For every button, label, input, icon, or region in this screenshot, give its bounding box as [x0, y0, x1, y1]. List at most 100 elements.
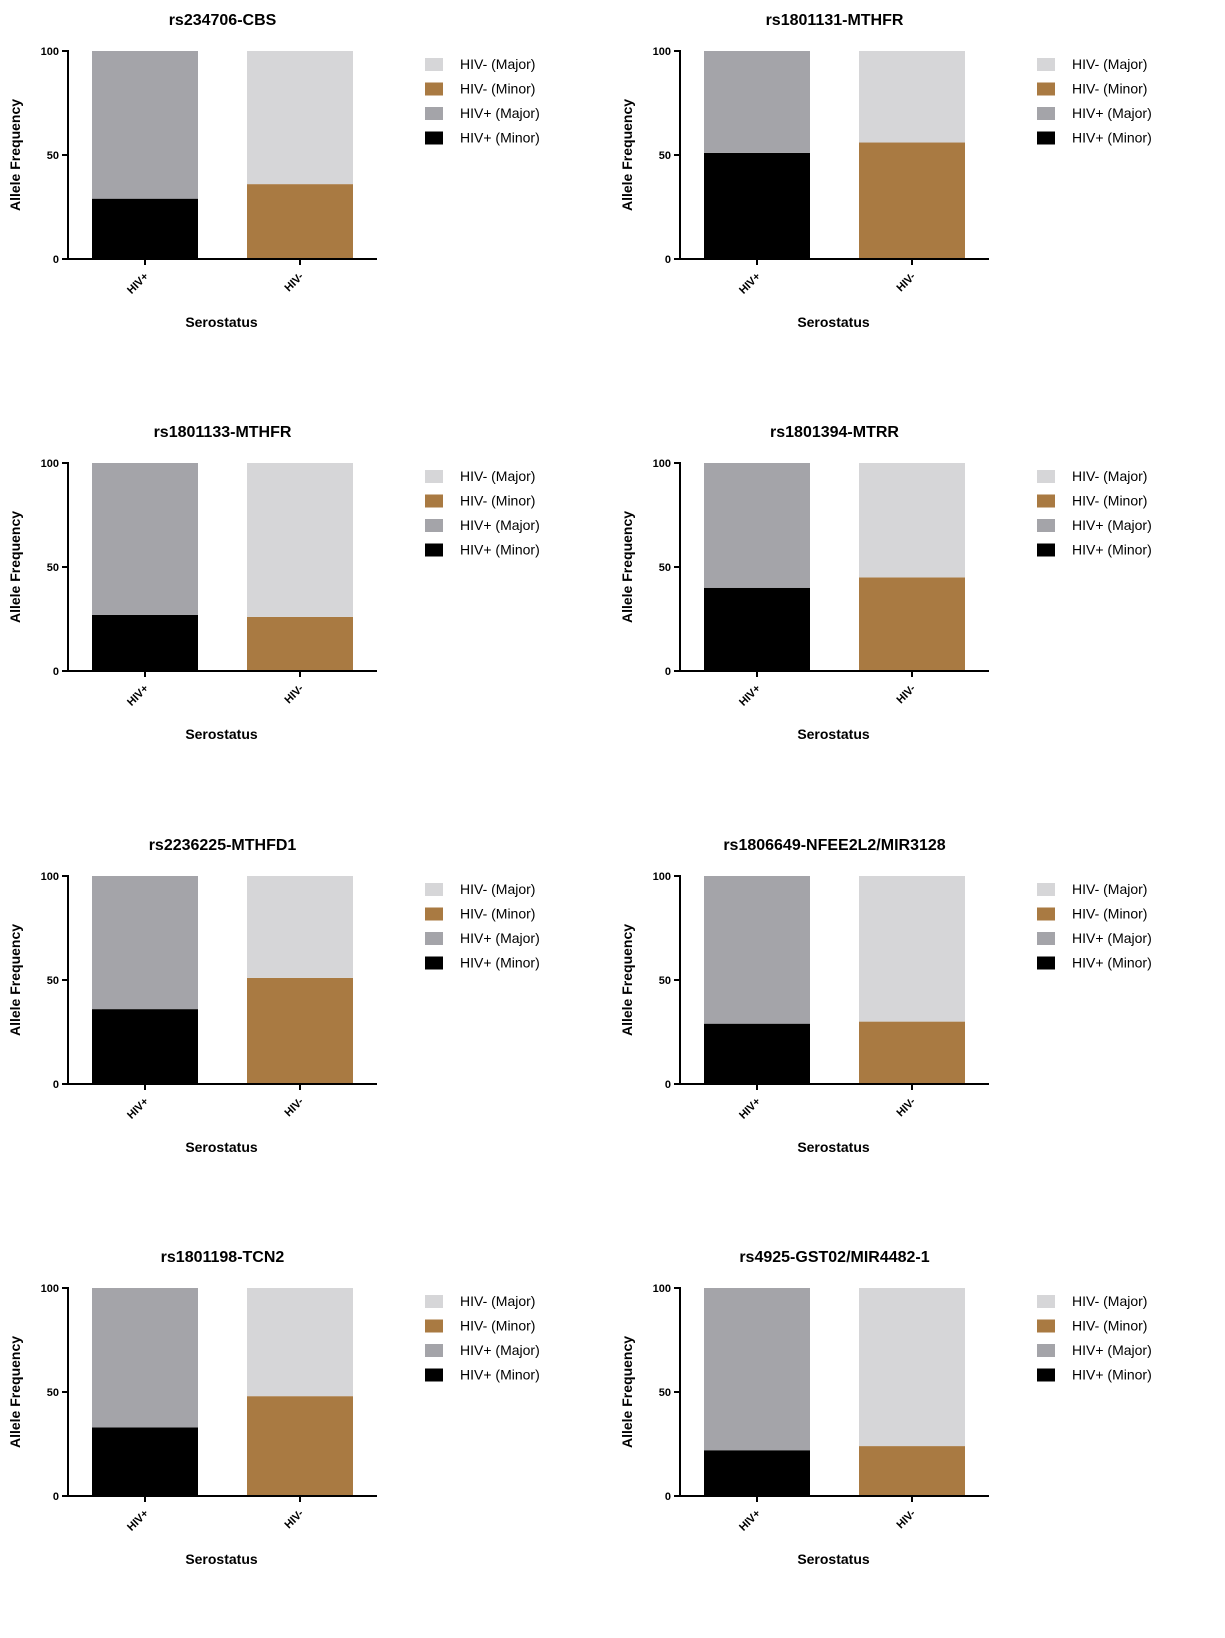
- bar-hiv-hiv-minor: [859, 1446, 965, 1496]
- bar-hiv-hiv-major: [704, 51, 810, 153]
- legend: HIV- (Major) HIV- (Minor) HIV+ (Major) HIV+…: [425, 1293, 540, 1383]
- chart-title: rs234706-CBS: [169, 12, 277, 29]
- x-tick-label-hiv: HIV-: [894, 1507, 918, 1531]
- y-axis-label: Allele Frequency: [7, 924, 23, 1036]
- y-tick-label: 0: [665, 1491, 671, 1503]
- x-tick-label-hiv: HIV-: [282, 1507, 306, 1531]
- y-axis-label: Allele Frequency: [619, 511, 635, 623]
- bar-hiv-hiv-minor: [704, 1450, 810, 1496]
- legend-label-hiv-minor: HIV- (Minor): [460, 493, 535, 509]
- bar-hiv-hiv-major: [247, 463, 353, 617]
- legend-swatch-hiv-minor: [1037, 1319, 1055, 1333]
- y-tick-label: 50: [47, 1387, 59, 1399]
- legend: HIV- (Major) HIV- (Minor) HIV+ (Major) HIV+…: [1037, 1293, 1152, 1383]
- legend-label-hiv-major: HIV- (Major): [460, 56, 535, 72]
- bar-hiv-hiv-minor: [247, 977, 353, 1084]
- x-tick-label-hiv: HIV-: [282, 270, 306, 294]
- bar-hiv-hiv-minor: [859, 142, 965, 259]
- legend-swatch-hiv-major: [1037, 107, 1055, 120]
- legend-label-hiv-minor: HIV+ (Minor): [1072, 130, 1152, 146]
- chart-panel-rs234706-cbs: rs234706-CBS 0 50 100 HIV+ HIV- Serostatus Alle…: [0, 0, 612, 401]
- legend-label-hiv-major: HIV+ (Major): [1072, 105, 1152, 121]
- y-axis-label: Allele Frequency: [619, 99, 635, 211]
- bar-hiv-hiv-major: [704, 463, 810, 588]
- bar-hiv-hiv-major: [859, 51, 965, 143]
- bar-hiv-hiv-major: [859, 463, 965, 578]
- chart-svg: rs2236225-MTHFD1 0 50 100 HIV+ HIV- Serostatus…: [7, 837, 540, 1155]
- legend-swatch-hiv-minor: [425, 494, 443, 508]
- x-tick-label-hiv: HIV+: [737, 1508, 763, 1534]
- chart-title: rs2236225-MTHFD1: [149, 837, 297, 854]
- legend-swatch-hiv-major: [425, 107, 443, 120]
- x-axis-label: Serostatus: [797, 314, 870, 330]
- legend-swatch-hiv-major: [1037, 519, 1055, 532]
- y-tick-label: 50: [659, 150, 671, 162]
- chart-svg: rs1801394-MTRR 0 50 100 HIV+ HIV- Serostatus Al…: [619, 424, 1152, 742]
- y-tick-label: 100: [653, 871, 671, 883]
- legend-label-hiv-minor: HIV+ (Minor): [1072, 955, 1152, 971]
- legend-label-hiv-minor: HIV- (Minor): [1072, 493, 1147, 509]
- x-axis-label: Serostatus: [185, 1139, 258, 1155]
- legend-label-hiv-minor: HIV- (Minor): [1072, 1318, 1147, 1334]
- bar-hiv-hiv-major: [704, 1288, 810, 1451]
- y-tick-label: 0: [53, 254, 59, 266]
- bar-hiv-hiv-major: [92, 876, 198, 1010]
- legend-label-hiv-minor: HIV- (Minor): [1072, 81, 1147, 97]
- chart-panel-rs4925-gst02-mir4482-1: rs4925-GST02/MIR4482-1 0 50 100 HIV+ HIV- Sero…: [612, 1237, 1224, 1638]
- bar-hiv-hiv-minor: [859, 577, 965, 671]
- x-tick-label-hiv: HIV+: [125, 683, 151, 709]
- legend-label-hiv-major: HIV+ (Major): [460, 1342, 540, 1358]
- legend-label-hiv-minor: HIV- (Minor): [460, 81, 535, 97]
- y-tick-label: 100: [653, 46, 671, 58]
- legend-swatch-hiv-minor: [425, 1368, 443, 1382]
- y-axis-label: Allele Frequency: [7, 511, 23, 623]
- y-axis-label: Allele Frequency: [7, 99, 23, 211]
- x-tick-label-hiv: HIV-: [894, 1095, 918, 1119]
- chart-svg: rs1801131-MTHFR 0 50 100 HIV+ HIV- Serostatus A…: [619, 12, 1152, 330]
- chart-title: rs1801131-MTHFR: [766, 12, 904, 29]
- bar-hiv-hiv-minor: [247, 616, 353, 671]
- y-tick-label: 100: [41, 46, 59, 58]
- bar-hiv-hiv-minor: [704, 1023, 810, 1084]
- legend-label-hiv-major: HIV- (Major): [460, 881, 535, 897]
- y-tick-label: 0: [665, 666, 671, 678]
- bar-hiv-hiv-minor: [704, 587, 810, 671]
- legend: HIV- (Major) HIV- (Minor) HIV+ (Major) HIV+…: [1037, 881, 1152, 971]
- x-tick-label-hiv: HIV+: [125, 1508, 151, 1534]
- legend-swatch-hiv-minor: [1037, 1368, 1055, 1382]
- legend-swatch-hiv-major: [1037, 883, 1055, 896]
- legend-label-hiv-minor: HIV+ (Minor): [460, 955, 540, 971]
- bar-hiv-hiv-major: [247, 876, 353, 978]
- legend-swatch-hiv-minor: [1037, 494, 1055, 508]
- figure-grid: rs234706-CBS 0 50 100 HIV+ HIV- Serostatus Alle…: [0, 0, 1152, 1567]
- y-tick-label: 0: [53, 1079, 59, 1091]
- x-tick-label-hiv: HIV-: [894, 682, 918, 706]
- legend-swatch-hiv-minor: [1037, 956, 1055, 970]
- chart-svg: rs1801198-TCN2 0 50 100 HIV+ HIV- Serostatus Al…: [7, 1249, 540, 1567]
- x-axis-label: Serostatus: [185, 726, 258, 742]
- legend-swatch-hiv-major: [1037, 58, 1055, 71]
- legend-swatch-hiv-minor: [1037, 907, 1055, 921]
- x-tick-label-hiv: HIV+: [737, 1096, 763, 1122]
- legend: HIV- (Major) HIV- (Minor) HIV+ (Major) HIV+…: [1037, 468, 1152, 558]
- chart-title: rs4925-GST02/MIR4482-1: [739, 1249, 929, 1266]
- legend-label-hiv-major: HIV+ (Major): [1072, 930, 1152, 946]
- x-tick-label-hiv: HIV+: [737, 271, 763, 297]
- x-axis-label: Serostatus: [797, 1551, 870, 1567]
- y-tick-label: 50: [659, 975, 671, 987]
- y-tick-label: 100: [653, 1283, 671, 1295]
- legend-label-hiv-major: HIV- (Major): [1072, 56, 1147, 72]
- chart-panel-rs1801133-mthfr: rs1801133-MTHFR 0 50 100 HIV+ HIV- Serostatus A…: [0, 412, 612, 813]
- legend-swatch-hiv-minor: [425, 907, 443, 921]
- x-tick-label-hiv: HIV+: [737, 683, 763, 709]
- bar-hiv-hiv-minor: [247, 1396, 353, 1496]
- legend-label-hiv-minor: HIV+ (Minor): [460, 130, 540, 146]
- legend-label-hiv-major: HIV+ (Major): [1072, 1342, 1152, 1358]
- bar-hiv-hiv-major: [704, 876, 810, 1024]
- y-tick-label: 100: [653, 458, 671, 470]
- x-tick-label-hiv: HIV-: [282, 1095, 306, 1119]
- y-tick-label: 100: [41, 458, 59, 470]
- legend: HIV- (Major) HIV- (Minor) HIV+ (Major) HIV+…: [425, 468, 540, 558]
- legend-swatch-hiv-major: [425, 58, 443, 71]
- legend-swatch-hiv-major: [425, 1344, 443, 1357]
